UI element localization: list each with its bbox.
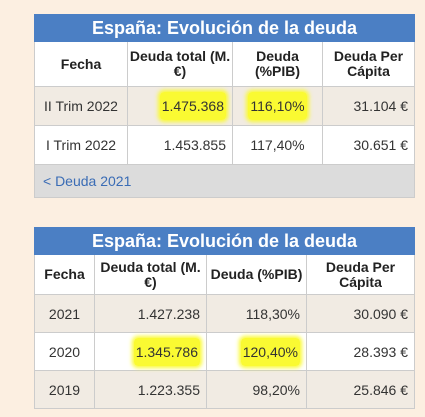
table-row: I Trim 2022 1.453.855 117,40% 30.651 € <box>34 125 415 165</box>
cell-deuda-per-capita: 31.104 € <box>322 86 415 126</box>
highlighted-value: 1.345.786 <box>133 337 200 366</box>
cell-fecha: 2021 <box>34 294 95 333</box>
debt-table-quarterly: España: Evolución de la deuda Fecha Deud… <box>34 14 415 198</box>
highlighted-value: 1.475.368 <box>159 92 226 120</box>
previous-year-link[interactable]: < Deuda 2021 <box>34 164 415 198</box>
cell-fecha: 2019 <box>34 370 95 409</box>
table-row: 2021 1.427.238 118,30% 30.090 € <box>34 294 415 333</box>
cell-deuda-pib: 117,40% <box>232 125 323 165</box>
cell-deuda-per-capita: 25.846 € <box>306 370 415 409</box>
debt-table-yearly: España: Evolución de la deuda Fecha Deud… <box>34 227 415 409</box>
cell-fecha: 2020 <box>34 332 95 371</box>
column-header-deuda-pib: Deuda (%PIB) <box>232 41 323 87</box>
column-header-deuda-pib: Deuda (%PIB) <box>206 254 307 295</box>
highlighted-value: 120,40% <box>240 337 300 366</box>
cell-deuda-pib: 120,40% <box>206 332 307 371</box>
table-title: España: Evolución de la deuda <box>34 227 415 255</box>
cell-deuda-per-capita: 28.393 € <box>306 332 415 371</box>
cell-deuda-total: 1.453.855 <box>127 125 233 165</box>
cell-fecha: I Trim 2022 <box>34 125 128 165</box>
cell-deuda-total: 1.427.238 <box>94 294 207 333</box>
table-title: España: Evolución de la deuda <box>34 14 415 42</box>
table-row: 2019 1.223.355 98,20% 25.846 € <box>34 370 415 409</box>
cell-deuda-pib: 116,10% <box>232 86 323 126</box>
table-row: II Trim 2022 1.475.368 116,10% 31.104 € <box>34 86 415 126</box>
table-row: 2020 1.345.786 120,40% 28.393 € <box>34 332 415 371</box>
column-header-deuda-per-capita: Deuda Per Cápita <box>306 254 415 295</box>
column-header-deuda-total: Deuda total (M.€) <box>94 254 207 295</box>
cell-fecha: II Trim 2022 <box>34 86 128 126</box>
column-header-deuda-per-capita: Deuda Per Cápita <box>322 41 415 87</box>
cell-deuda-per-capita: 30.651 € <box>322 125 415 165</box>
cell-deuda-total: 1.475.368 <box>127 86 233 126</box>
cell-deuda-pib: 118,30% <box>206 294 307 333</box>
cell-deuda-total: 1.345.786 <box>94 332 207 371</box>
column-header-deuda-total: Deuda total (M.€) <box>127 41 233 87</box>
highlighted-value: 116,10% <box>248 92 307 120</box>
cell-deuda-pib: 98,20% <box>206 370 307 409</box>
column-header-fecha: Fecha <box>34 41 128 87</box>
cell-deuda-total: 1.223.355 <box>94 370 207 409</box>
column-header-fecha: Fecha <box>34 254 95 295</box>
cell-deuda-per-capita: 30.090 € <box>306 294 415 333</box>
